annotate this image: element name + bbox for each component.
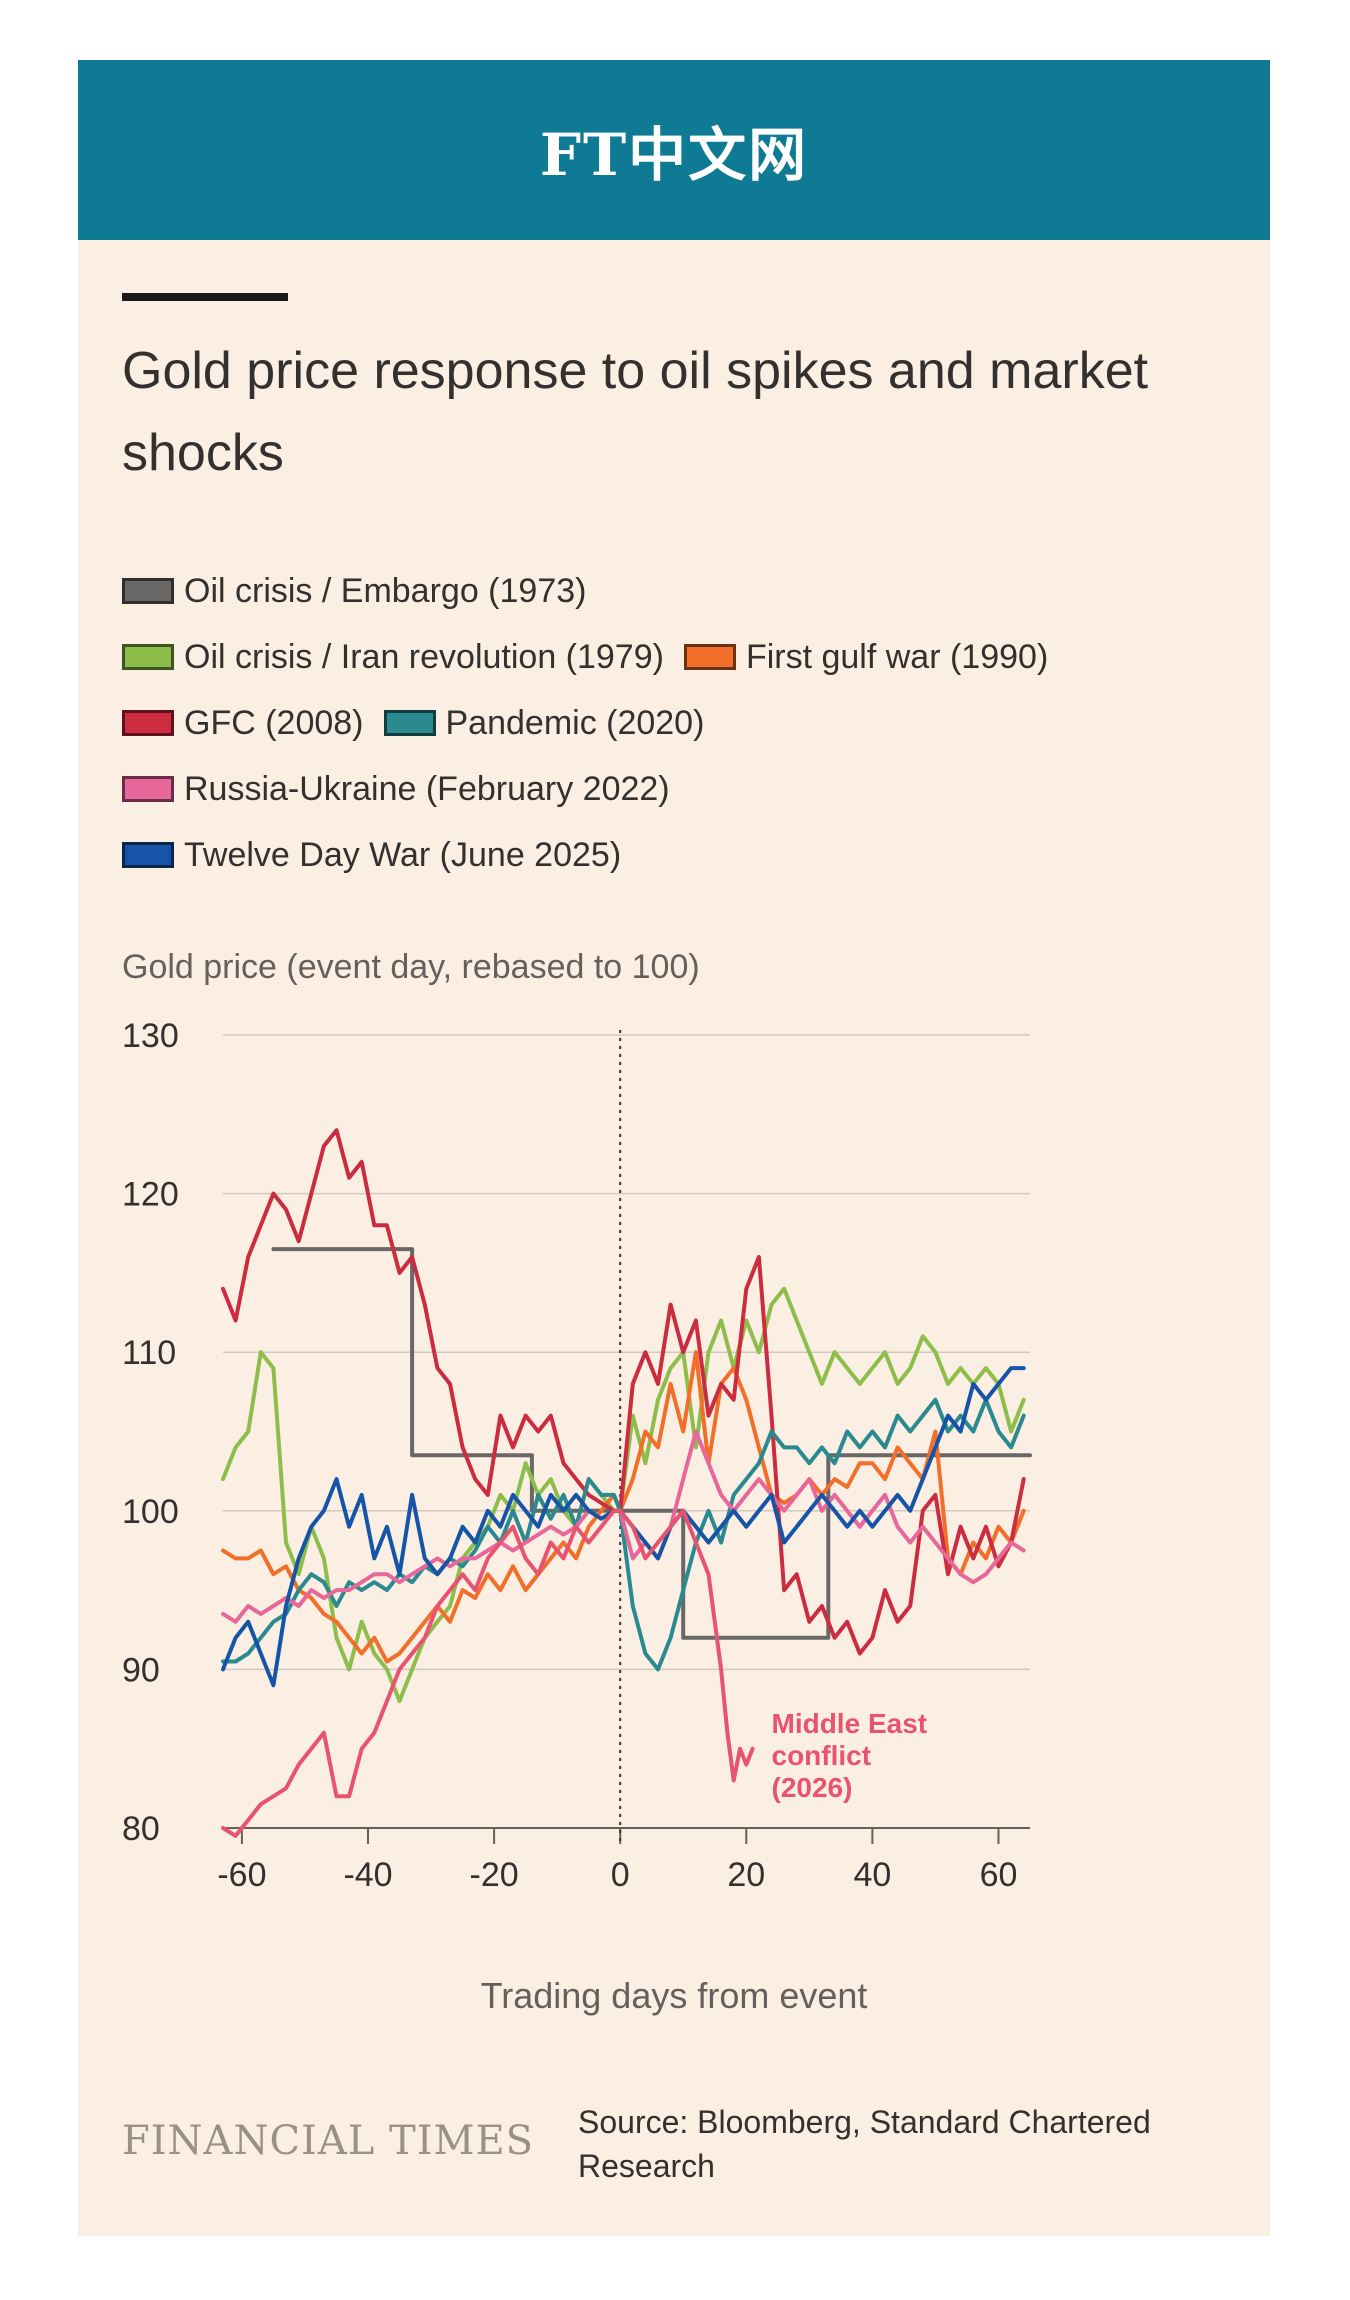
legend-swatch <box>122 710 174 736</box>
y-axis-title: Gold price (event day, rebased to 100) <box>122 948 700 986</box>
annotation-line: conflict <box>772 1740 872 1771</box>
legend-label: Oil crisis / Embargo (1973) <box>184 571 587 610</box>
middle-east-annotation: Middle East conflict (2026) <box>772 1708 928 1803</box>
source-note: Source: Bloomberg, Standard Chartered Re… <box>578 2100 1238 2188</box>
title-rule <box>122 293 288 301</box>
legend-swatch <box>122 776 174 802</box>
legend-swatch <box>122 644 174 670</box>
source-line-2: Research <box>578 2148 715 2184</box>
brand-logo: FT中文网 <box>539 121 809 189</box>
legend-swatch <box>383 710 436 736</box>
legend-item-russia-ukraine-2022: Russia-Ukraine (February 2022) <box>122 768 670 810</box>
series-line-middle-east-conflict-2026 <box>221 1508 755 1838</box>
legend-item-twelve-day-war-2025: Twelve Day War (June 2025) <box>122 834 621 876</box>
legend-swatch <box>683 644 736 670</box>
legend-label: Twelve Day War (June 2025) <box>184 835 622 874</box>
chart-card: FT中文网 Gold price response to oil spikes … <box>78 60 1270 2236</box>
x-tick-label: -40 <box>343 1856 392 1894</box>
legend-item-embargo-1973: Oil crisis / Embargo (1973) <box>122 570 586 612</box>
series-line-gfc-2008 <box>221 1128 1026 1656</box>
y-tick-label: 130 <box>122 1017 179 1055</box>
x-tick-label: 40 <box>853 1856 891 1894</box>
financial-times-logo: FINANCIAL TIMES <box>122 2118 535 2164</box>
annotation-line: (2026) <box>772 1772 853 1803</box>
x-tick-label: 60 <box>980 1856 1018 1894</box>
legend-label: GFC (2008) <box>184 703 364 742</box>
y-tick-label: 120 <box>122 1176 179 1214</box>
gold-price-line-chart: 80 90 100 110 120 130 -60 -40 -20 0 20 40 60 Middle E… <box>122 1017 1032 1894</box>
header-banner: FT中文网 <box>78 60 1270 240</box>
legend-item-gfc-2008: GFC (2008) <box>122 702 364 744</box>
x-axis-title: Trading days from event <box>480 1975 868 2016</box>
x-tick-label: -60 <box>217 1856 266 1894</box>
x-tick-label: 0 <box>611 1856 630 1894</box>
y-tick-label: 90 <box>122 1651 160 1689</box>
legend-item-gulf-war-1990: First gulf war (1990) <box>683 636 1049 678</box>
annotation-line: Middle East <box>772 1708 928 1739</box>
legend-label: First gulf war (1990) <box>745 637 1049 676</box>
y-tick-label: 110 <box>122 1334 176 1372</box>
x-tick-label: 20 <box>727 1856 765 1894</box>
legend-label: Pandemic (2020) <box>445 703 705 742</box>
series-line-oil-crisis-embargo-1973 <box>271 1247 1032 1640</box>
legend-item-pandemic-2020: Pandemic (2020) <box>383 702 705 744</box>
legend-label: Oil crisis / Iran revolution (1979) <box>184 637 664 676</box>
chart-title: Gold price response to oil spikes and ma… <box>122 342 1149 482</box>
x-tick-label: -20 <box>470 1856 519 1894</box>
chart-legend: Oil crisis / Embargo (1973) Oil crisis /… <box>122 570 1242 876</box>
y-tick-label: 80 <box>122 1810 160 1848</box>
source-line-1: Source: Bloomberg, Standard Chartered <box>578 2104 1151 2140</box>
legend-item-iran-1979: Oil crisis / Iran revolution (1979) <box>122 636 664 678</box>
legend-swatch <box>122 842 174 868</box>
y-tick-label: 100 <box>122 1493 179 1531</box>
legend-label: Russia-Ukraine (February 2022) <box>184 769 670 808</box>
legend-swatch <box>122 578 174 604</box>
